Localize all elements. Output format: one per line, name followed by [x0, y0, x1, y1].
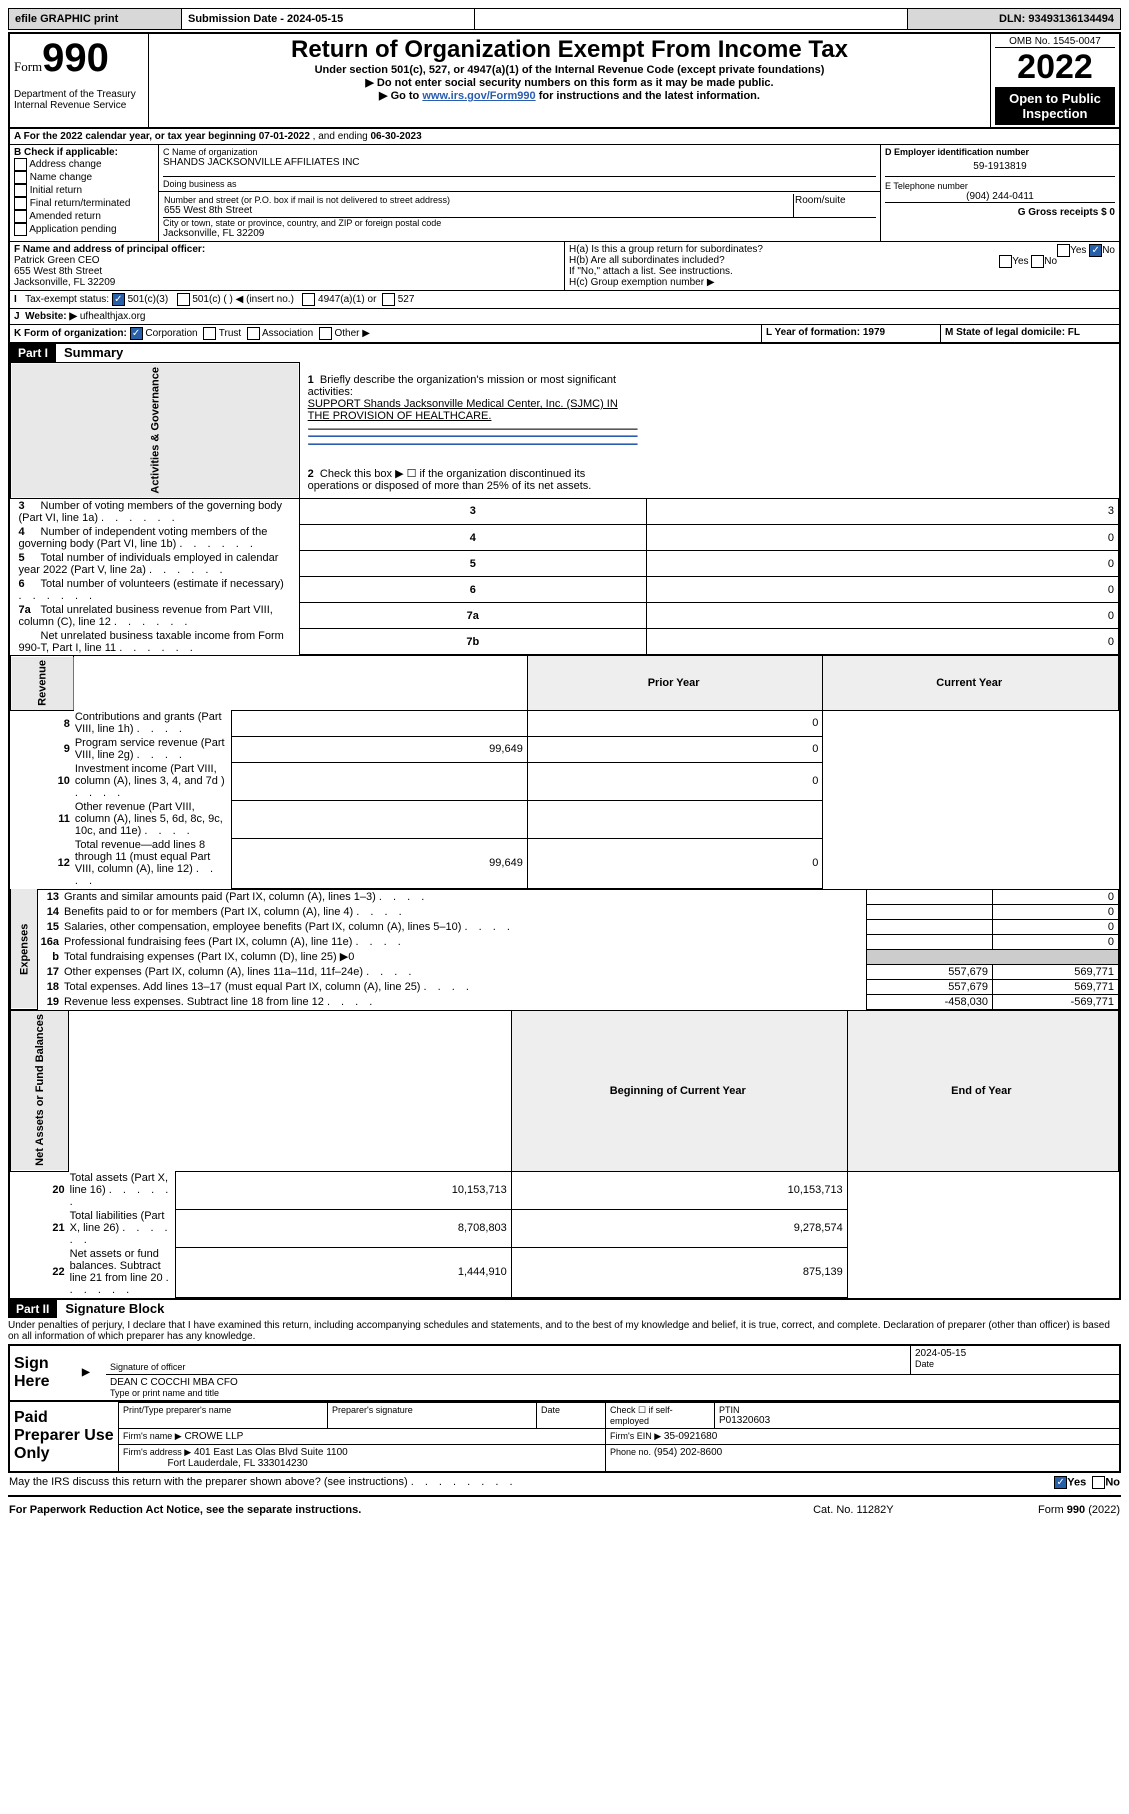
- part2-title: Signature Block: [57, 1301, 164, 1316]
- ein: 59-1913819: [885, 157, 1115, 176]
- part2-header: Part II: [8, 1300, 57, 1318]
- part1-header: Part I: [10, 344, 56, 362]
- chk-assoc[interactable]: [247, 327, 260, 340]
- tax-year: 2022: [995, 48, 1115, 87]
- discuss-q: May the IRS discuss this return with the…: [8, 1475, 979, 1490]
- label-net: Net Assets or Fund Balances: [11, 1010, 69, 1171]
- state-domicile: M State of legal domicile: FL: [941, 325, 1120, 342]
- form-label: Form: [14, 59, 42, 74]
- chk-pending[interactable]: [14, 223, 27, 236]
- form-title: Return of Organization Exempt From Incom…: [153, 36, 986, 64]
- omb: OMB No. 1545-0047: [995, 36, 1115, 48]
- part1-title: Summary: [56, 345, 123, 360]
- website[interactable]: ufhealthjax.org: [80, 311, 146, 322]
- submission-date: Submission Date - 2024-05-15: [182, 9, 475, 30]
- irs-link[interactable]: www.irs.gov/Form990: [422, 90, 535, 102]
- irs-label: Internal Revenue Service: [14, 100, 144, 111]
- mission: SUPPORT Shands Jacksonville Medical Cent…: [308, 398, 618, 422]
- chk-hb-no[interactable]: [1031, 255, 1044, 268]
- phone: (904) 244-0411: [885, 191, 1115, 202]
- dept-label: Department of the Treasury: [14, 89, 144, 100]
- ptin: P01320603: [719, 1415, 1115, 1426]
- chk-corp[interactable]: ✓: [130, 327, 143, 340]
- dln: DLN: 93493136134494: [908, 9, 1121, 30]
- chk-amended[interactable]: [14, 210, 27, 223]
- label-revenue: Revenue: [11, 656, 74, 711]
- chk-initial[interactable]: [14, 184, 27, 197]
- chk-final[interactable]: [14, 197, 27, 210]
- chk-name[interactable]: [14, 171, 27, 184]
- chk-other[interactable]: [319, 327, 332, 340]
- chk-ha-yes[interactable]: [1057, 244, 1070, 257]
- open-inspection: Open to Public Inspection: [995, 87, 1115, 125]
- chk-trust[interactable]: [203, 327, 216, 340]
- efile-btn[interactable]: efile GRAPHIC print: [9, 9, 182, 30]
- chk-ha-no[interactable]: ✓: [1089, 244, 1102, 257]
- perjury-decl: Under penalties of perjury, I declare th…: [8, 1318, 1121, 1344]
- form-header: Form990 Department of the Treasury Inter…: [8, 32, 1121, 129]
- gross-receipts: G Gross receipts $ 0: [1018, 207, 1115, 218]
- chk-501c[interactable]: [177, 293, 190, 306]
- catno: Cat. No. 11282Y: [765, 1503, 941, 1517]
- chk-hb-yes[interactable]: [999, 255, 1012, 268]
- chk-discuss-yes[interactable]: ✓: [1054, 1476, 1067, 1489]
- firm-addr: 401 East Las Olas Blvd Suite 1100: [194, 1447, 348, 1458]
- firm-ein: 35-0921680: [664, 1431, 717, 1442]
- year-formation: L Year of formation: 1979: [762, 325, 941, 342]
- paid-preparer: Paid Preparer Use Only: [9, 1402, 119, 1472]
- line-a: A For the 2022 calendar year, or tax yea…: [10, 129, 1119, 145]
- firm-name: CROWE LLP: [184, 1431, 243, 1442]
- form-sub1: Under section 501(c), 527, or 4947(a)(1)…: [153, 64, 986, 76]
- chk-4947[interactable]: [302, 293, 315, 306]
- line2: Check this box ▶ ☐ if the organization d…: [308, 468, 592, 492]
- officer-name: Patrick Green CEO: [14, 255, 100, 266]
- officer-printed: DEAN C COCCHI MBA CFO: [110, 1377, 1115, 1388]
- chk-501c3[interactable]: ✓: [112, 293, 125, 306]
- box-b-title: B Check if applicable:: [14, 147, 118, 158]
- sig-date: 2024-05-15: [915, 1348, 1115, 1359]
- form-number: 990: [42, 36, 109, 80]
- form-foot: Form 990 (2022): [942, 1503, 1121, 1517]
- chk-address[interactable]: [14, 158, 27, 171]
- chk-527[interactable]: [382, 293, 395, 306]
- firm-phone: (954) 202-8600: [654, 1447, 722, 1458]
- org-name: SHANDS JACKSONVILLE AFFILIATES INC: [163, 157, 876, 168]
- city: Jacksonville, FL 32209: [163, 228, 876, 239]
- label-governance: Activities & Governance: [11, 363, 300, 499]
- paperwork: For Paperwork Reduction Act Notice, see …: [9, 1504, 361, 1516]
- form-sub2: ▶ Do not enter social security numbers o…: [153, 76, 986, 89]
- sign-here: Sign Here: [9, 1345, 78, 1401]
- chk-discuss-no[interactable]: [1092, 1476, 1105, 1489]
- street: 655 West 8th Street: [164, 205, 792, 216]
- top-bar: efile GRAPHIC print Submission Date - 20…: [8, 8, 1121, 30]
